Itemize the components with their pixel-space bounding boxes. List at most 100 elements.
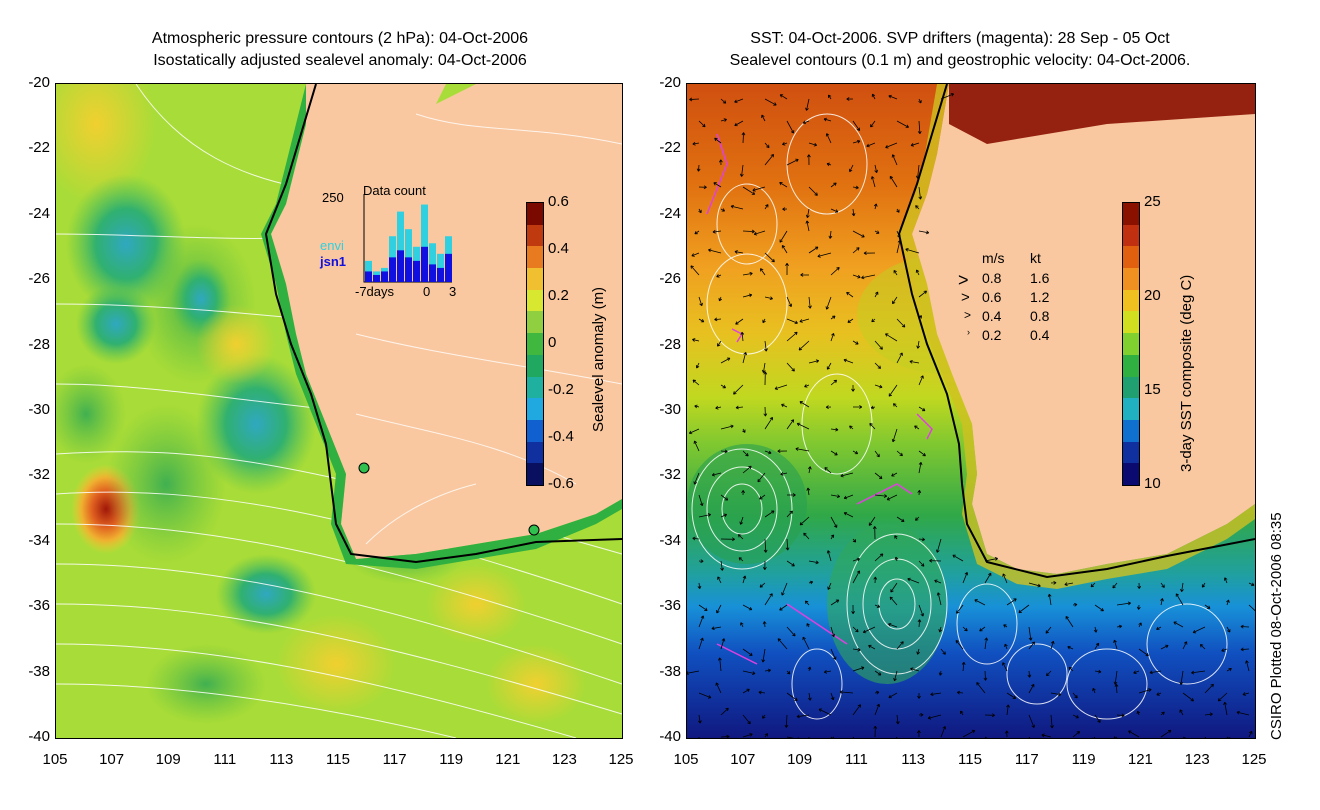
right-title-line2: Sealevel contours (0.1 m) and geostrophi…: [729, 52, 1191, 69]
colorbar-tick: 0.4: [548, 240, 569, 257]
left-lat-tick: -36: [28, 597, 50, 615]
left-lon-tick: 113: [269, 751, 294, 768]
right-map-panel: [686, 83, 1256, 739]
right-lat-tick: -26: [659, 270, 681, 288]
left-lon-tick: 117: [382, 751, 407, 768]
left-lon-tick: 115: [326, 751, 350, 768]
right-lat-tick: -30: [659, 401, 681, 418]
right-lon-tick: 111: [844, 751, 868, 768]
right-lat-tick: -38: [659, 662, 681, 680]
inset-xlabel-end: 3: [449, 284, 457, 299]
right-lat-tick: -36: [659, 597, 681, 615]
right-lat-tick: -24: [659, 204, 681, 222]
velocity-legend-header-kt: kt: [1030, 250, 1041, 266]
inset-bar-envi: [405, 229, 412, 282]
right-lon-tick: 123: [1184, 751, 1210, 768]
inset-bar-jsn1: [389, 257, 396, 282]
velocity-legend-arrow-icon: >: [964, 308, 972, 322]
left-lat-tick: -30: [28, 401, 50, 418]
data-count-inset: [363, 194, 452, 283]
velocity-legend-kt: 0.4: [1030, 327, 1050, 343]
right-lon-tick: 109: [787, 751, 813, 768]
left-lat-tick: -38: [28, 662, 50, 680]
left-title-line1: Atmospheric pressure contours (2 hPa): 0…: [151, 30, 529, 47]
left-lat-tick: -28: [28, 335, 50, 353]
colorbar-tick: 20: [1144, 287, 1161, 304]
colorbar-tick: 0.2: [548, 287, 569, 304]
left-lon-tick: 111: [213, 751, 237, 768]
right-lat-tick: -22: [659, 139, 681, 157]
right-lon-tick: 119: [1071, 751, 1096, 768]
right-lon-tick: 125: [1241, 751, 1267, 768]
left-lon-tick: 109: [155, 751, 181, 768]
inset-bar-jsn1: [413, 260, 420, 282]
right-lat-tick: -40: [659, 728, 681, 745]
inset-ymax: 250: [322, 190, 344, 205]
left-lat-tick: -34: [28, 531, 50, 549]
right-lon-tick: 105: [673, 751, 699, 768]
inset-bar-envi: [421, 204, 428, 282]
left-lon-tick: 121: [495, 751, 521, 768]
left-lon-tick: 125: [608, 751, 634, 768]
inset-bar-envi: [429, 243, 436, 282]
left-title-line2: Isostatically adjusted sealevel anomaly:…: [153, 52, 527, 69]
left-lon-tick: 123: [551, 751, 577, 768]
inset-bar-jsn1: [405, 257, 412, 282]
drifter-marker-1: [358, 462, 370, 474]
inset-bar-envi: [397, 211, 404, 282]
left-lat-tick: -24: [28, 204, 50, 222]
sealevel-colorbar-label: Sealevel anomaly (m): [590, 286, 607, 432]
colorbar-tick: 25: [1144, 193, 1161, 210]
colorbar-tick: -0.6: [548, 475, 574, 492]
velocity-legend-arrow-icon: >: [958, 270, 969, 290]
right-lat-tick: -34: [659, 531, 681, 549]
right-lon-tick: 115: [958, 751, 982, 768]
right-lon-tick: 113: [901, 751, 926, 768]
velocity-legend-ms: 0.8: [982, 270, 1002, 286]
australia-land-right: [912, 84, 1255, 574]
velocity-legend-kt: 0.8: [1030, 308, 1050, 324]
left-lat-tick: -32: [28, 466, 50, 484]
inset-series-envi: envi: [320, 238, 344, 253]
colorbar-tick: 0.6: [548, 193, 569, 210]
velocity-legend-ms: 0.4: [982, 308, 1002, 324]
velocity-legend-kt: 1.6: [1030, 270, 1050, 286]
velocity-legend-ms: 0.6: [982, 289, 1002, 305]
velocity-legend-ms: 0.2: [982, 327, 1002, 343]
left-lon-tick: 105: [42, 751, 68, 768]
inset-bar-jsn1: [365, 271, 372, 282]
inset-bar-jsn1: [429, 264, 436, 282]
right-lat-tick: -32: [659, 466, 681, 484]
sst-colorbar-label: 3-day SST composite (deg C): [1178, 274, 1195, 472]
right-title-line1: SST: 04-Oct-2006. SVP drifters (magenta)…: [750, 30, 1170, 47]
left-lat-tick: -40: [28, 728, 50, 745]
inset-series-jsn1: jsn1: [320, 254, 347, 269]
left-lon-tick: 107: [99, 751, 125, 768]
plot-credit: CSIRO Plotted 08-Oct-2006 08:35: [1268, 512, 1285, 740]
right-lat-tick: -20: [659, 74, 681, 91]
inset-bar-jsn1: [381, 271, 388, 282]
inset-xlabel-start: -7days: [355, 284, 395, 299]
colorbar-tick: -0.2: [548, 381, 574, 398]
right-lon-tick: 117: [1014, 751, 1039, 768]
velocity-legend-arrow-icon: ›: [967, 327, 970, 337]
velocity-legend-arrow-icon: >: [961, 289, 970, 306]
left-lat-tick: -26: [28, 270, 50, 288]
colorbar-tick: 10: [1144, 475, 1161, 492]
right-lat-tick: -28: [659, 335, 681, 353]
velocity-legend-header-ms: m/s: [982, 250, 1005, 266]
sealevel-colorbar: [526, 202, 544, 486]
inset-bar-jsn1: [437, 267, 444, 282]
colorbar-tick: -0.4: [548, 428, 574, 445]
inset-title: Data count: [363, 183, 426, 198]
inset-bar-jsn1: [397, 250, 404, 282]
drifter-marker-2: [528, 524, 540, 536]
inset-bar-jsn1: [373, 274, 380, 282]
svp-drifter-tracks: [706, 133, 933, 665]
velocity-legend-kt: 1.2: [1030, 289, 1050, 305]
colorbar-tick: 0: [548, 334, 557, 351]
left-lat-tick: -22: [28, 139, 50, 157]
colorbar-tick: 15: [1144, 381, 1161, 398]
left-lat-tick: -20: [28, 74, 50, 91]
sst-map: [687, 84, 1255, 738]
